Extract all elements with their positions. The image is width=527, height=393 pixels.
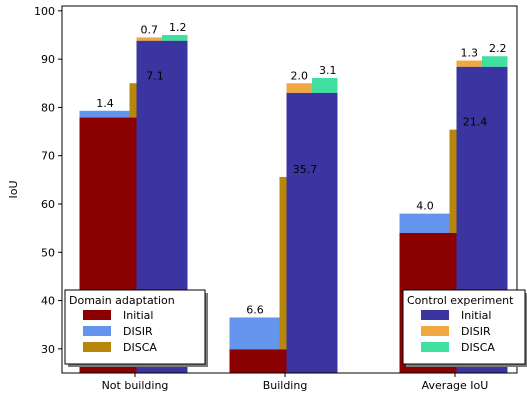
data-label: 2.0 (291, 69, 309, 82)
y-tick-label: 90 (41, 53, 55, 66)
legend-title: Control experiment (407, 294, 514, 307)
x-tick-label: Building (263, 379, 308, 392)
legend-swatch-disir (83, 326, 111, 336)
y-tick-label: 60 (41, 198, 55, 211)
data-label: 1.3 (461, 47, 479, 60)
y-tick-label: 30 (41, 343, 55, 356)
bar-control-disca (162, 34, 188, 41)
data-label: 1.4 (96, 97, 114, 110)
y-tick-label: 40 (41, 295, 55, 308)
data-labels-layer: 1.4 7.1 0.7 1.2 6.6 35.7 2.0 3.1 4.0 21.4 1.3 2.2 (96, 21, 506, 316)
legend-swatch-initial (83, 310, 111, 320)
data-label: 0.7 (141, 23, 159, 36)
y-tick-label: 80 (41, 101, 55, 114)
legend-label: DISIR (461, 325, 491, 338)
legend-label: Initial (123, 309, 153, 322)
legend-swatch-disir (421, 326, 449, 336)
legend-control-experiment: Control experiment Initial DISIR DISCA (402, 289, 527, 367)
data-label: 4.0 (416, 200, 434, 213)
legend-label: DISCA (461, 341, 495, 354)
data-label: 3.1 (319, 64, 337, 77)
y-axis: 30 40 50 60 70 80 90 100 (34, 5, 62, 356)
data-label: 1.2 (169, 21, 187, 34)
bar-control-disir (136, 37, 162, 41)
data-label: 7.1 (146, 69, 164, 82)
bar-domain-disir (229, 317, 281, 350)
legend-swatch-disca (421, 342, 449, 352)
y-axis-title: IoU (7, 180, 20, 198)
data-label: 21.4 (463, 116, 488, 129)
legend-swatch-disca (83, 342, 111, 352)
y-tick-label: 100 (34, 5, 55, 18)
y-tick-label: 50 (41, 246, 55, 259)
bar-control-disca (482, 56, 508, 67)
bar-domain-initial (229, 349, 281, 373)
bar-control-disca (312, 77, 338, 93)
y-tick-label: 70 (41, 150, 55, 163)
plot-frame (61, 5, 518, 374)
bar-domain-disir (79, 110, 131, 118)
data-label: 35.7 (293, 163, 318, 176)
bar-control-disir (456, 60, 482, 67)
legend-label: DISCA (123, 341, 157, 354)
bar-domain-disir (399, 213, 451, 233)
legend-title: Domain adaptation (69, 294, 175, 307)
bar-control-disir (286, 83, 312, 93)
x-tick-label: Average IoU (422, 379, 489, 392)
legend-domain-adaptation: Domain adaptation Initial DISIR DISCA (64, 289, 208, 367)
legend-label: Initial (461, 309, 491, 322)
legend-swatch-initial (421, 310, 449, 320)
x-axis: Not building Building Average IoU (102, 373, 489, 392)
data-label: 6.6 (246, 303, 264, 316)
bar-control-initial (286, 92, 338, 373)
legend-label: DISIR (123, 325, 153, 338)
data-label: 2.2 (489, 42, 507, 55)
x-tick-label: Not building (102, 379, 169, 392)
